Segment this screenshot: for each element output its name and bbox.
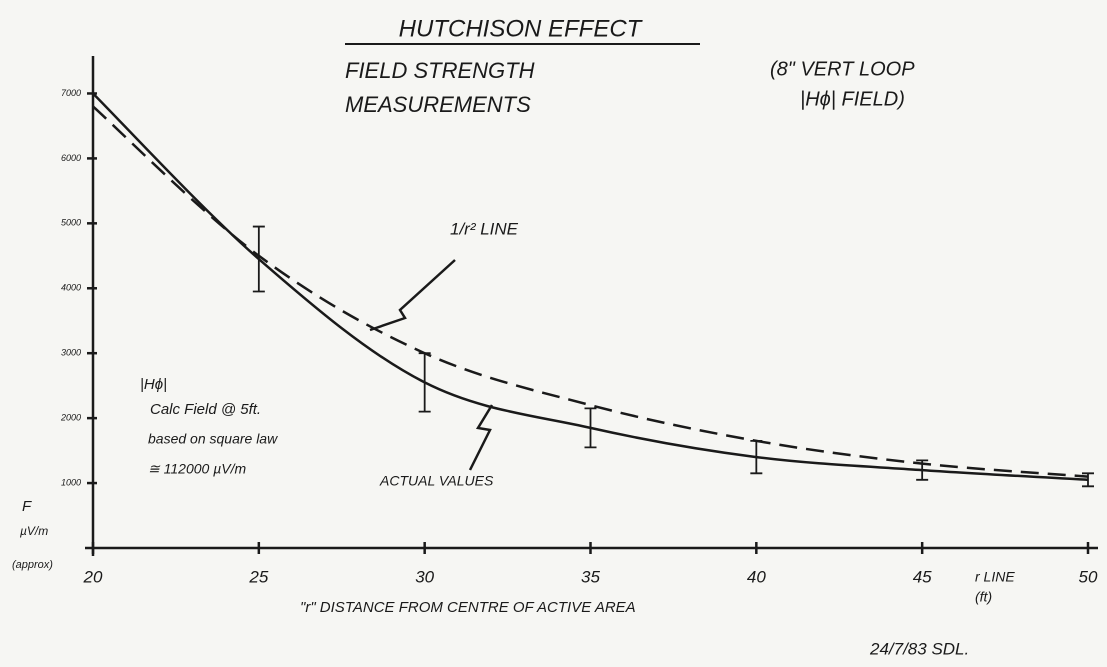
subtitle: MEASUREMENTS: [345, 92, 531, 117]
y-axis-label: F: [22, 498, 32, 515]
y-tick-label: 1000: [61, 477, 81, 487]
x-unit: r LINE: [975, 569, 1015, 585]
error-bar: [584, 407, 597, 449]
y-tick-label: 3000: [61, 348, 81, 358]
calc-note: Calc Field @ 5ft.: [150, 401, 261, 418]
series-line: [92, 105, 1089, 478]
calc-note: based on square law: [148, 431, 278, 447]
x-tick-label: 45: [913, 567, 932, 586]
x-tick-label: 40: [747, 567, 766, 586]
pointer: [369, 259, 456, 332]
y-axis-label: (approx): [12, 559, 53, 571]
y-tick-label: 4000: [61, 283, 81, 293]
y-tick-label: 6000: [61, 153, 81, 163]
y-tick-label: 2000: [60, 413, 81, 423]
legend-entry: 1/r² LINE: [450, 219, 519, 238]
x-tick-label: 25: [248, 567, 268, 586]
x-tick-label: 50: [1079, 567, 1098, 586]
signature: 24/7/83 SDL.: [869, 639, 969, 658]
y-tick-label: 5000: [61, 218, 81, 228]
legend-entry: ACTUAL VALUES: [379, 473, 494, 489]
note: |Hϕ| FIELD): [800, 88, 905, 110]
subtitle: FIELD STRENGTH: [345, 58, 535, 83]
x-tick-label: 20: [83, 567, 103, 586]
pointer: [468, 404, 494, 471]
chart-title: HUTCHISON EFFECT: [399, 15, 644, 42]
y-tick-label: 7000: [61, 88, 81, 98]
calc-note: |Hϕ|: [140, 376, 167, 393]
x-tick-label: 30: [415, 567, 434, 586]
error-bar: [252, 225, 265, 293]
x-unit: (ft): [975, 589, 992, 605]
x-tick-label: 35: [581, 567, 600, 586]
note: (8" VERT LOOP: [770, 58, 915, 80]
calc-note: ≅ 112000 µV/m: [148, 461, 246, 477]
y-axis-label: µV/m: [20, 524, 48, 538]
x-axis-label: "r" DISTANCE FROM CENTRE OF ACTIVE AREA: [300, 599, 636, 616]
